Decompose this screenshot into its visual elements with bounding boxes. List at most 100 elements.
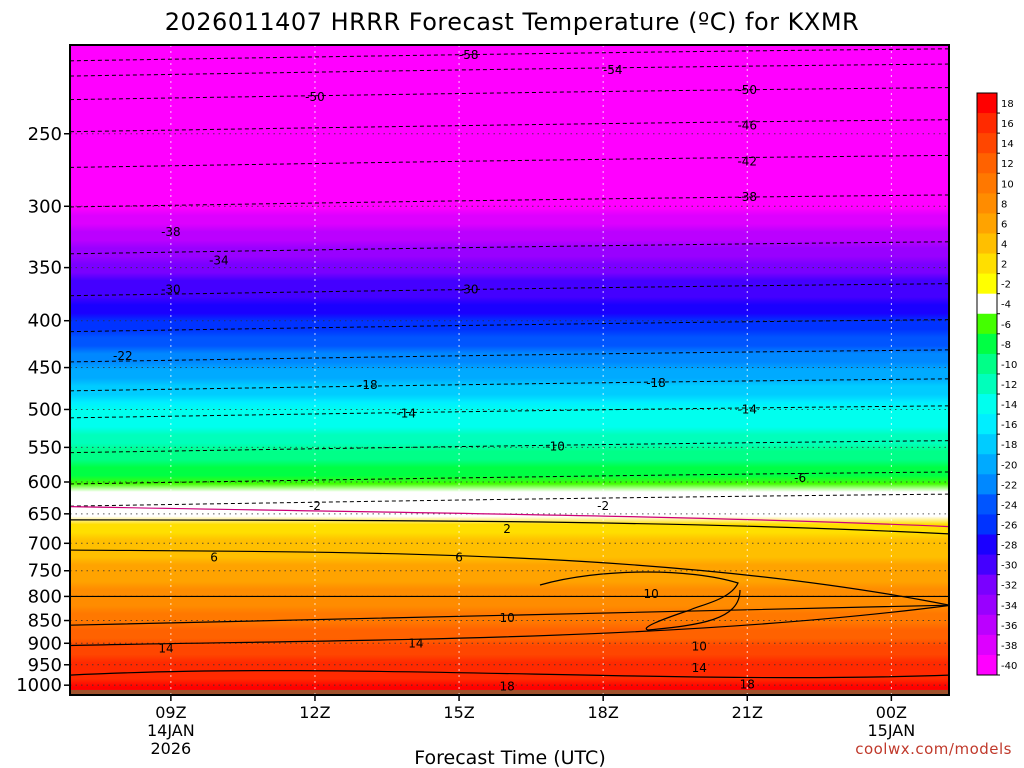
isotherm-dashed xyxy=(69,440,950,454)
isotherm-solid xyxy=(69,604,950,626)
colorbar-swatch xyxy=(977,353,997,375)
y-tick-label: 500 xyxy=(28,399,62,420)
y-tick-label: 350 xyxy=(28,258,62,279)
contour-label: 6 xyxy=(455,550,463,564)
colorbar-tick-label: 2 xyxy=(1001,260,1007,271)
contour-label: 18 xyxy=(740,677,755,691)
colorbar-tick-label: -26 xyxy=(1001,520,1017,531)
isotherm-dashed xyxy=(69,87,950,101)
y-tick-label: 450 xyxy=(28,358,62,379)
colorbar-tick-label: -30 xyxy=(1001,561,1017,572)
x-tick-label: 15Z xyxy=(443,703,474,722)
x-tick-label: 21Z xyxy=(732,703,763,722)
contour-label-text: -22 xyxy=(113,349,133,363)
colorbar-swatch xyxy=(977,373,997,395)
contour-label-text: 14 xyxy=(408,636,423,650)
colorbar-swatch xyxy=(977,153,997,174)
contour-label: -46 xyxy=(737,119,757,133)
contour-label-text: 10 xyxy=(644,587,659,601)
y-tick-label: 750 xyxy=(28,561,62,582)
isotherm-lines xyxy=(69,48,950,679)
colorbar-tick-label: 6 xyxy=(1001,219,1007,230)
colorbar-swatch xyxy=(977,253,997,275)
contour-label: -14 xyxy=(396,406,416,420)
colorbar-tick-label: 10 xyxy=(1001,179,1014,190)
contour-label: 10 xyxy=(644,587,659,601)
colorbar-swatch xyxy=(977,133,997,154)
colorbar-tick-label: -4 xyxy=(1001,300,1011,311)
isotherm-dashed xyxy=(69,493,950,507)
colorbar-swatch xyxy=(977,193,997,214)
colorbar-tick-label: -2 xyxy=(1001,280,1011,291)
contour-label-text: 6 xyxy=(210,550,218,564)
colorbar-swatch xyxy=(977,113,997,134)
y-tick-label: 700 xyxy=(28,533,62,554)
y-tick-label: 650 xyxy=(28,504,62,525)
colorbar-swatch xyxy=(977,93,997,114)
isotherm-dashed xyxy=(69,349,950,363)
isotherm-dashed xyxy=(69,63,950,77)
colorbar-swatch xyxy=(977,594,997,616)
colorbar-tick-label: -14 xyxy=(1001,400,1017,411)
colorbar-swatch xyxy=(977,514,997,536)
contour-label-text: 18 xyxy=(740,677,755,691)
colorbar-tick-label: 16 xyxy=(1001,119,1014,130)
colorbar-tick-label: -22 xyxy=(1001,480,1017,491)
contour-label-text: -38 xyxy=(161,225,181,239)
isotherm-solid xyxy=(69,549,950,606)
contour-label-text: 2 xyxy=(503,522,511,536)
contour-label: -34 xyxy=(209,254,229,268)
contour-label-text: -58 xyxy=(459,48,479,62)
isotherm-dashed xyxy=(69,48,950,62)
contour-label: 2 xyxy=(503,522,511,536)
colorbar-swatch xyxy=(977,534,997,556)
colorbar-tick-label: 18 xyxy=(1001,99,1014,110)
isotherm-dashed xyxy=(69,154,950,168)
contour-label: -54 xyxy=(603,63,623,77)
isotherm-dashed xyxy=(69,471,950,485)
isotherm-solid xyxy=(69,670,950,679)
isotherm-dashed xyxy=(69,319,950,333)
contour-label: -50 xyxy=(305,90,325,104)
contour-label-text: -34 xyxy=(209,254,229,268)
x-tick-label: 00Z xyxy=(876,703,907,722)
colorbar-tick-label: -36 xyxy=(1001,621,1017,632)
contour-label-text: -14 xyxy=(396,406,416,420)
colorbar-tick-label: 4 xyxy=(1001,240,1007,251)
contour-label: -50 xyxy=(737,83,757,97)
contour-label-text: -54 xyxy=(603,63,623,77)
x-axis-label: Forecast Time (UTC) xyxy=(414,747,605,768)
contour-label-text: -2 xyxy=(309,499,321,513)
colorbar-tick-label: -32 xyxy=(1001,581,1017,592)
y-tick-label: 400 xyxy=(28,311,62,332)
contour-label: -30 xyxy=(459,283,479,297)
colorbar-swatch xyxy=(977,333,997,355)
colorbar-frame xyxy=(976,92,998,676)
contour-label-text: -50 xyxy=(737,83,757,97)
x-tick-label: 15JAN xyxy=(868,721,916,740)
y-tick-label: 800 xyxy=(28,586,62,607)
y-tick-label: 950 xyxy=(28,655,62,676)
contour-label-text: -46 xyxy=(737,119,757,133)
contour-label: -10 xyxy=(545,440,565,454)
colorbar-tick-label: -24 xyxy=(1001,500,1017,511)
colorbar-tick-label: 14 xyxy=(1001,139,1014,150)
contour-label-text: 6 xyxy=(455,550,463,564)
colorbar-tick-label: -20 xyxy=(1001,460,1017,471)
colorbar-swatch xyxy=(977,414,997,435)
isotherm-dashed xyxy=(69,283,950,297)
contour-label: -58 xyxy=(459,48,479,62)
colorbar-swatch xyxy=(977,454,997,475)
contour-label: -38 xyxy=(737,190,757,204)
colorbar-swatch xyxy=(977,614,997,636)
colorbar-swatch xyxy=(977,233,997,255)
contour-label-text: -30 xyxy=(161,283,181,297)
contour-label: -22 xyxy=(113,349,133,363)
colorbar-tick-label: -10 xyxy=(1001,360,1017,371)
colorbar-swatch xyxy=(977,173,997,194)
contour-labels: -58-54-50-50-46-42-38-38-34-30 -30-22-18-… xyxy=(113,48,806,694)
x-tick-label: 12Z xyxy=(299,703,330,722)
x-tick-label: 2026 xyxy=(151,739,192,758)
